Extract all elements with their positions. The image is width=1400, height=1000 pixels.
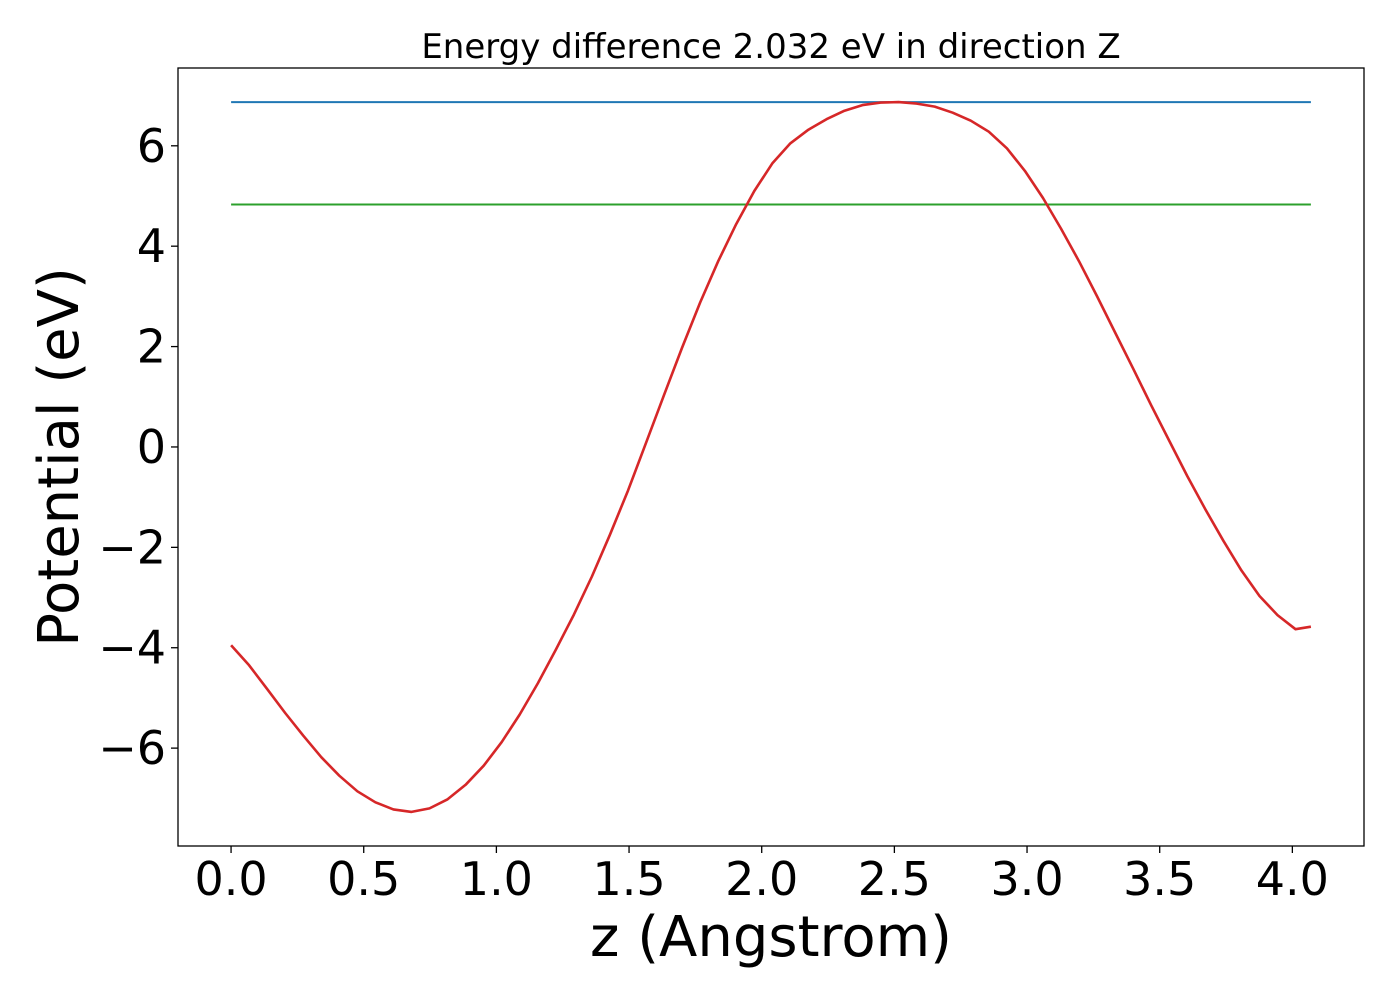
- x-tick-label: 4.0: [1256, 852, 1329, 906]
- y-tick-label: −4: [98, 621, 166, 675]
- plot-area: [230, 100, 1312, 814]
- y-tick-label: −6: [98, 721, 166, 775]
- y-tick-label: 2: [137, 320, 166, 374]
- x-tick-label: 1.0: [460, 852, 533, 906]
- x-tick-label: 1.5: [592, 852, 665, 906]
- axes-frame: [177, 67, 1365, 847]
- y-tick-label: 4: [137, 219, 166, 273]
- y-axis: −6 −4 −2 0 2 4 6: [98, 119, 178, 775]
- x-tick-label: 3.5: [1123, 852, 1196, 906]
- potential-curve: [230, 100, 1312, 814]
- x-tick-label: 3.0: [990, 852, 1063, 906]
- chart-title: Energy difference 2.032 eV in direction …: [421, 27, 1120, 67]
- y-tick-label: −2: [98, 520, 166, 574]
- x-axis-label: z (Angstrom): [590, 905, 952, 970]
- y-tick-label: 0: [137, 420, 166, 474]
- x-tick-label: 0.5: [327, 852, 400, 906]
- x-tick-label: 2.5: [858, 852, 931, 906]
- y-axis-label: Potential (eV): [27, 267, 92, 647]
- x-tick-label: 2.0: [725, 852, 798, 906]
- x-axis: 0.0 0.5 1.0 1.5 2.0 2.5 3.0 3.5 4.0: [194, 846, 1329, 906]
- y-tick-label: 6: [137, 119, 166, 173]
- x-tick-label: 0.0: [194, 852, 267, 906]
